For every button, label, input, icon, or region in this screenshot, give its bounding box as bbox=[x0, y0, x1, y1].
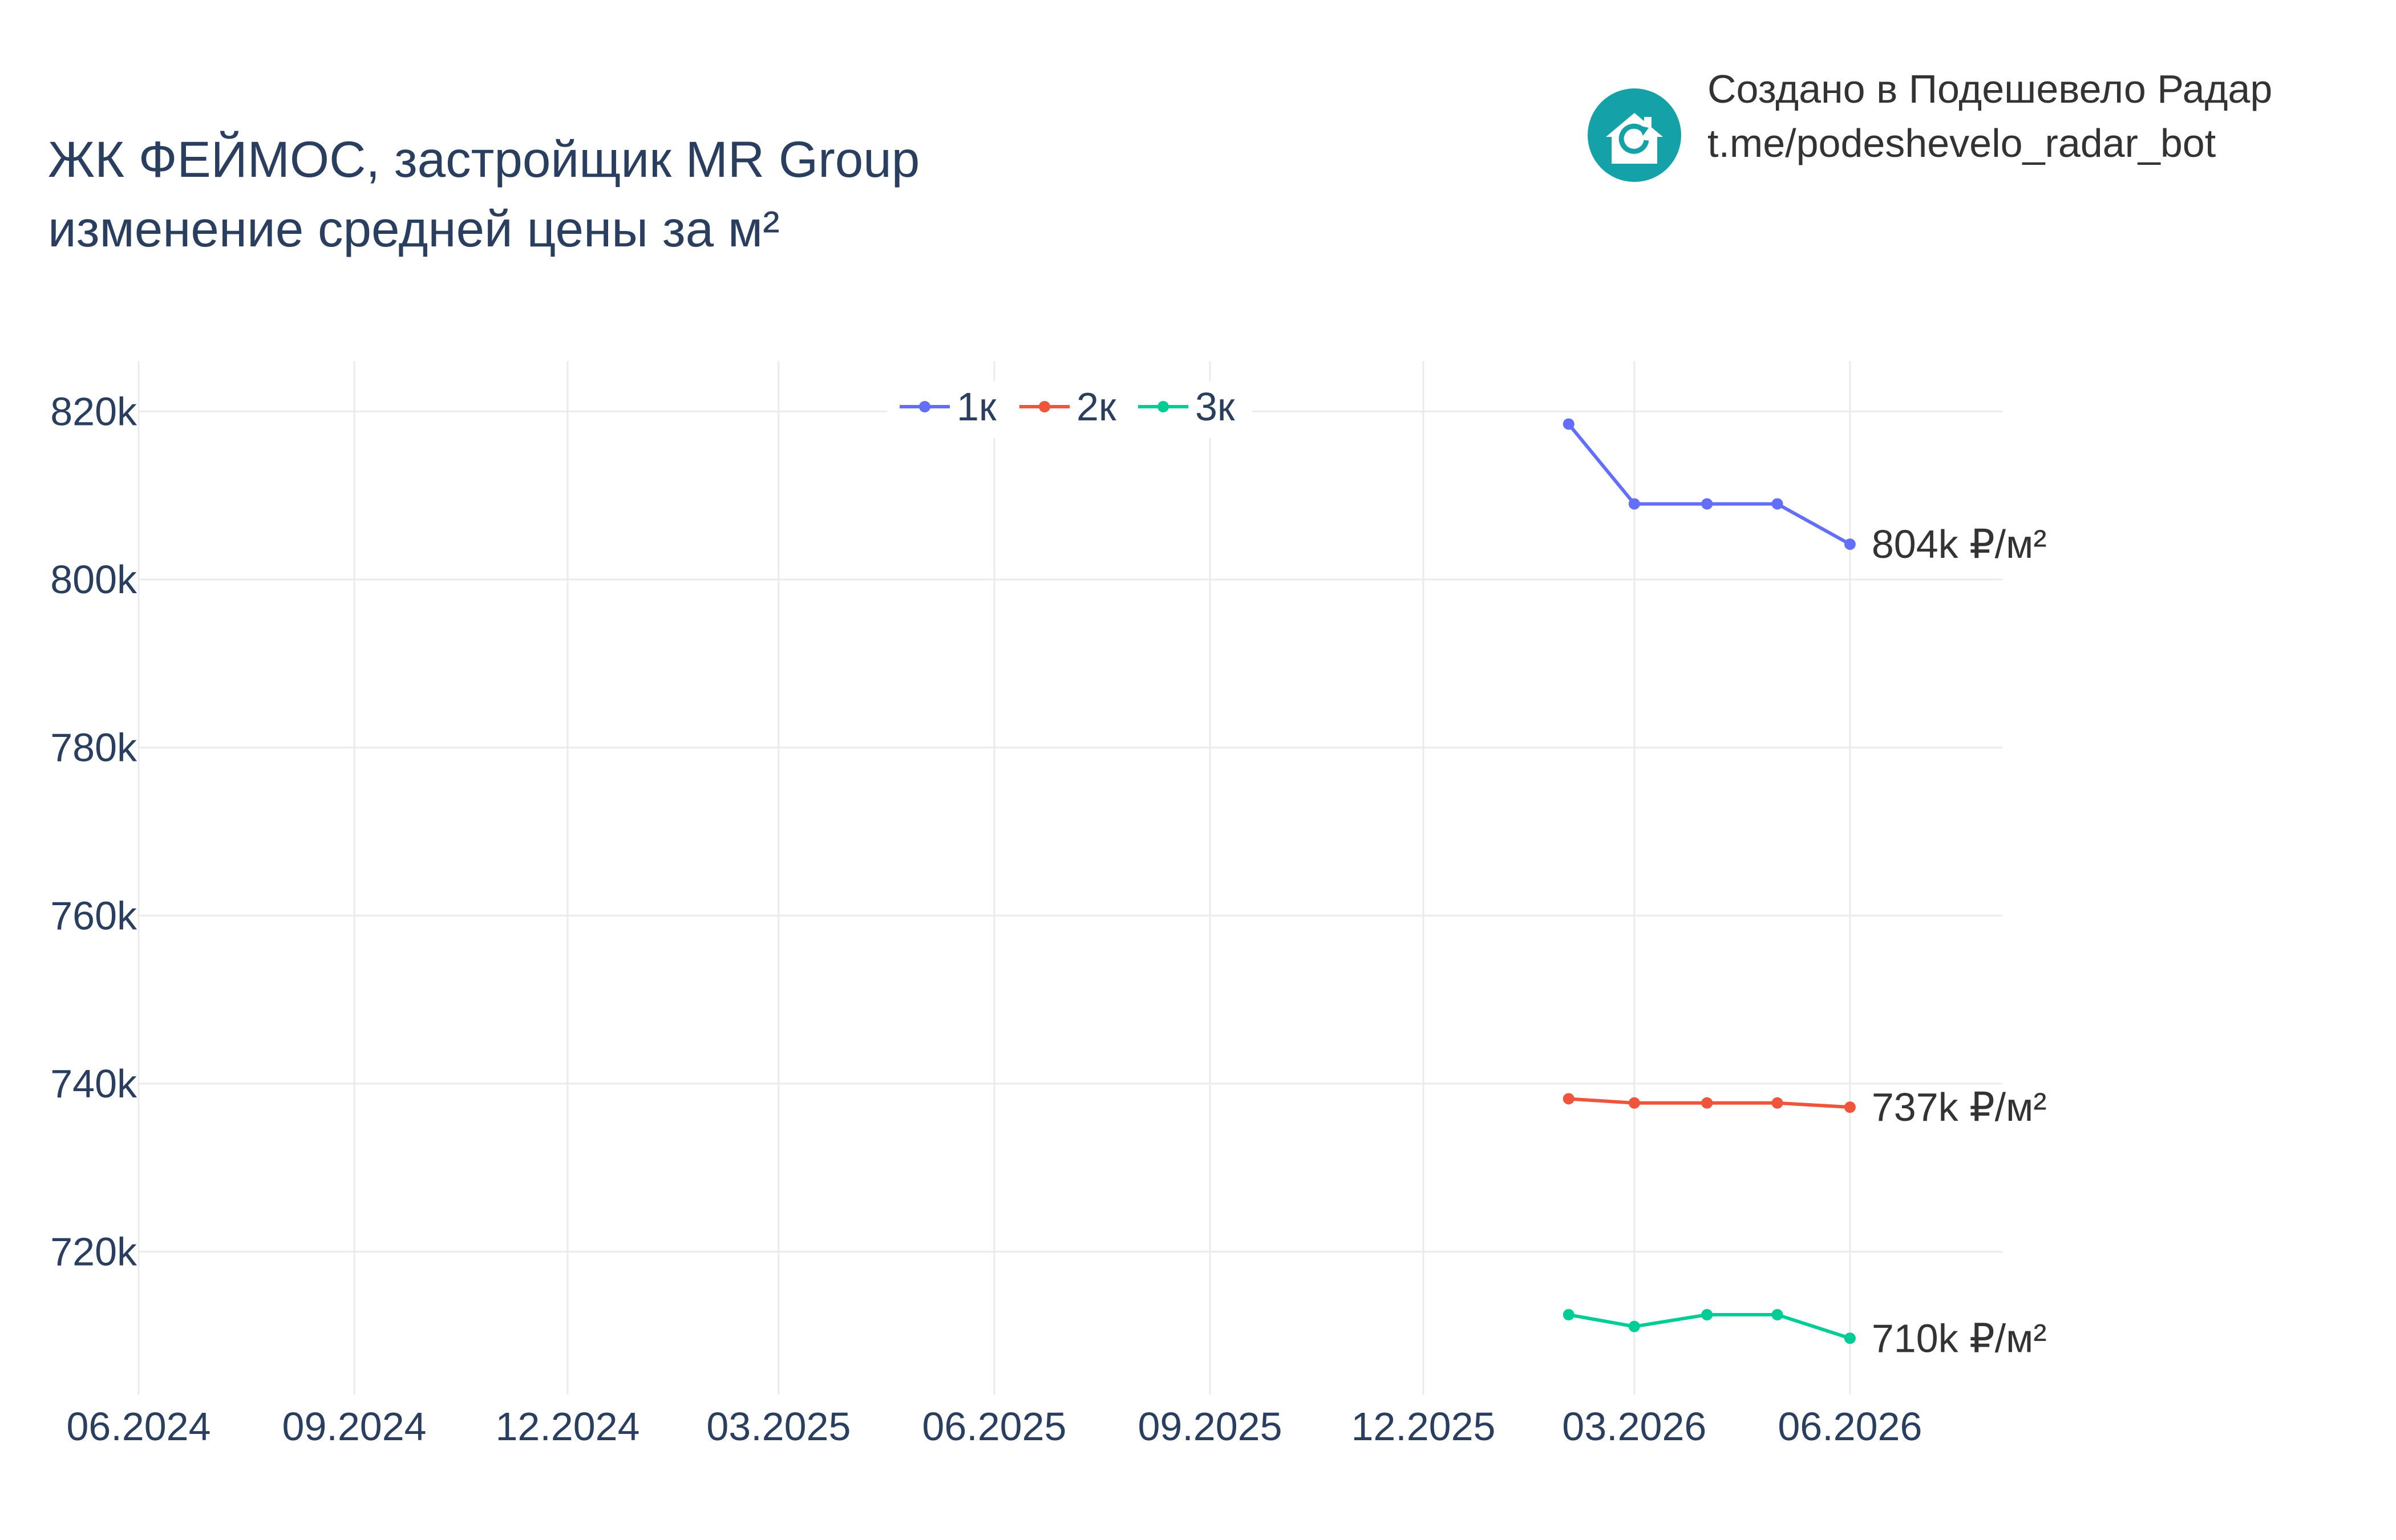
legend-item-2к: 2к bbox=[1019, 384, 1116, 429]
x-tick-label: 06.2025 bbox=[922, 1404, 1066, 1449]
branding-line1: Создано в Подешевело Радар bbox=[1707, 67, 2272, 111]
series-3к: 710k ₽/м² bbox=[1563, 1309, 2047, 1360]
y-tick-label: 800k bbox=[50, 557, 137, 602]
data-point bbox=[1628, 1097, 1640, 1109]
data-point bbox=[1844, 538, 1856, 550]
y-tick-label: 760k bbox=[50, 893, 137, 938]
series-end-label: 710k ₽/м² bbox=[1872, 1316, 2047, 1360]
x-tick-label: 09.2024 bbox=[282, 1404, 427, 1449]
data-point bbox=[1844, 1101, 1856, 1113]
series-end-label: 804k ₽/м² bbox=[1872, 522, 2047, 566]
data-point bbox=[1701, 1309, 1713, 1321]
legend-label: 2к bbox=[1076, 384, 1116, 429]
branding: Создано в Подешевело Радар t.me/podeshev… bbox=[1588, 67, 2272, 182]
axes: 06.2024 09.2024 12.2024 03.2025 06.2025 09.20… bbox=[50, 389, 1922, 1449]
legend-label: 3к bbox=[1195, 384, 1235, 429]
house-refresh-icon bbox=[1588, 88, 1681, 182]
data-point bbox=[1844, 1332, 1856, 1344]
x-tick-label: 06.2024 bbox=[66, 1404, 211, 1449]
data-point bbox=[1563, 418, 1575, 430]
legend-swatch-marker bbox=[1039, 401, 1050, 412]
legend-swatch-marker bbox=[919, 401, 930, 412]
y-tick-label: 780k bbox=[50, 726, 137, 770]
data-point bbox=[1563, 1309, 1575, 1321]
x-tick-label: 12.2025 bbox=[1351, 1404, 1495, 1449]
data-point bbox=[1628, 1320, 1640, 1332]
data-point bbox=[1771, 1097, 1783, 1109]
grid bbox=[137, 361, 2002, 1395]
series-line bbox=[1567, 423, 1851, 546]
data-point bbox=[1628, 498, 1640, 510]
data-point bbox=[1701, 498, 1713, 510]
legend: 1к 2к 3к bbox=[887, 381, 1252, 438]
legend-swatch-marker bbox=[1157, 401, 1169, 412]
branding-line2: t.me/podeshevelo_radar_bot bbox=[1707, 121, 2216, 165]
x-tick-label: 12.2024 bbox=[496, 1404, 640, 1449]
series: 804k ₽/м² 737k ₽/м² 710k ₽/м² bbox=[1563, 418, 2047, 1360]
data-point bbox=[1771, 1309, 1783, 1321]
x-tick-label: 03.2026 bbox=[1562, 1404, 1706, 1449]
y-tick-label: 740k bbox=[50, 1061, 137, 1106]
legend-item-1к: 1к bbox=[900, 384, 997, 429]
y-tick-label: 720k bbox=[50, 1230, 137, 1274]
legend-item-3к: 3к bbox=[1138, 384, 1235, 429]
x-tick-label: 09.2025 bbox=[1138, 1404, 1282, 1449]
data-point bbox=[1771, 498, 1783, 510]
legend-label: 1к bbox=[957, 384, 997, 429]
series-1к: 804k ₽/м² bbox=[1563, 418, 2047, 566]
x-tick-label: 03.2025 bbox=[706, 1404, 851, 1449]
data-point bbox=[1701, 1097, 1713, 1109]
chart-title-line1: ЖК ФЕЙМОС, застройщик MR Group bbox=[48, 131, 920, 188]
data-point bbox=[1563, 1093, 1575, 1105]
y-tick-label: 820k bbox=[50, 389, 137, 433]
legend-background bbox=[887, 381, 1252, 438]
series-2к: 737k ₽/м² bbox=[1563, 1085, 2047, 1129]
chart-title-line2: изменение средней цены за м² bbox=[48, 200, 780, 257]
x-tick-label: 06.2026 bbox=[1778, 1404, 1922, 1449]
series-end-label: 737k ₽/м² bbox=[1872, 1085, 2047, 1129]
